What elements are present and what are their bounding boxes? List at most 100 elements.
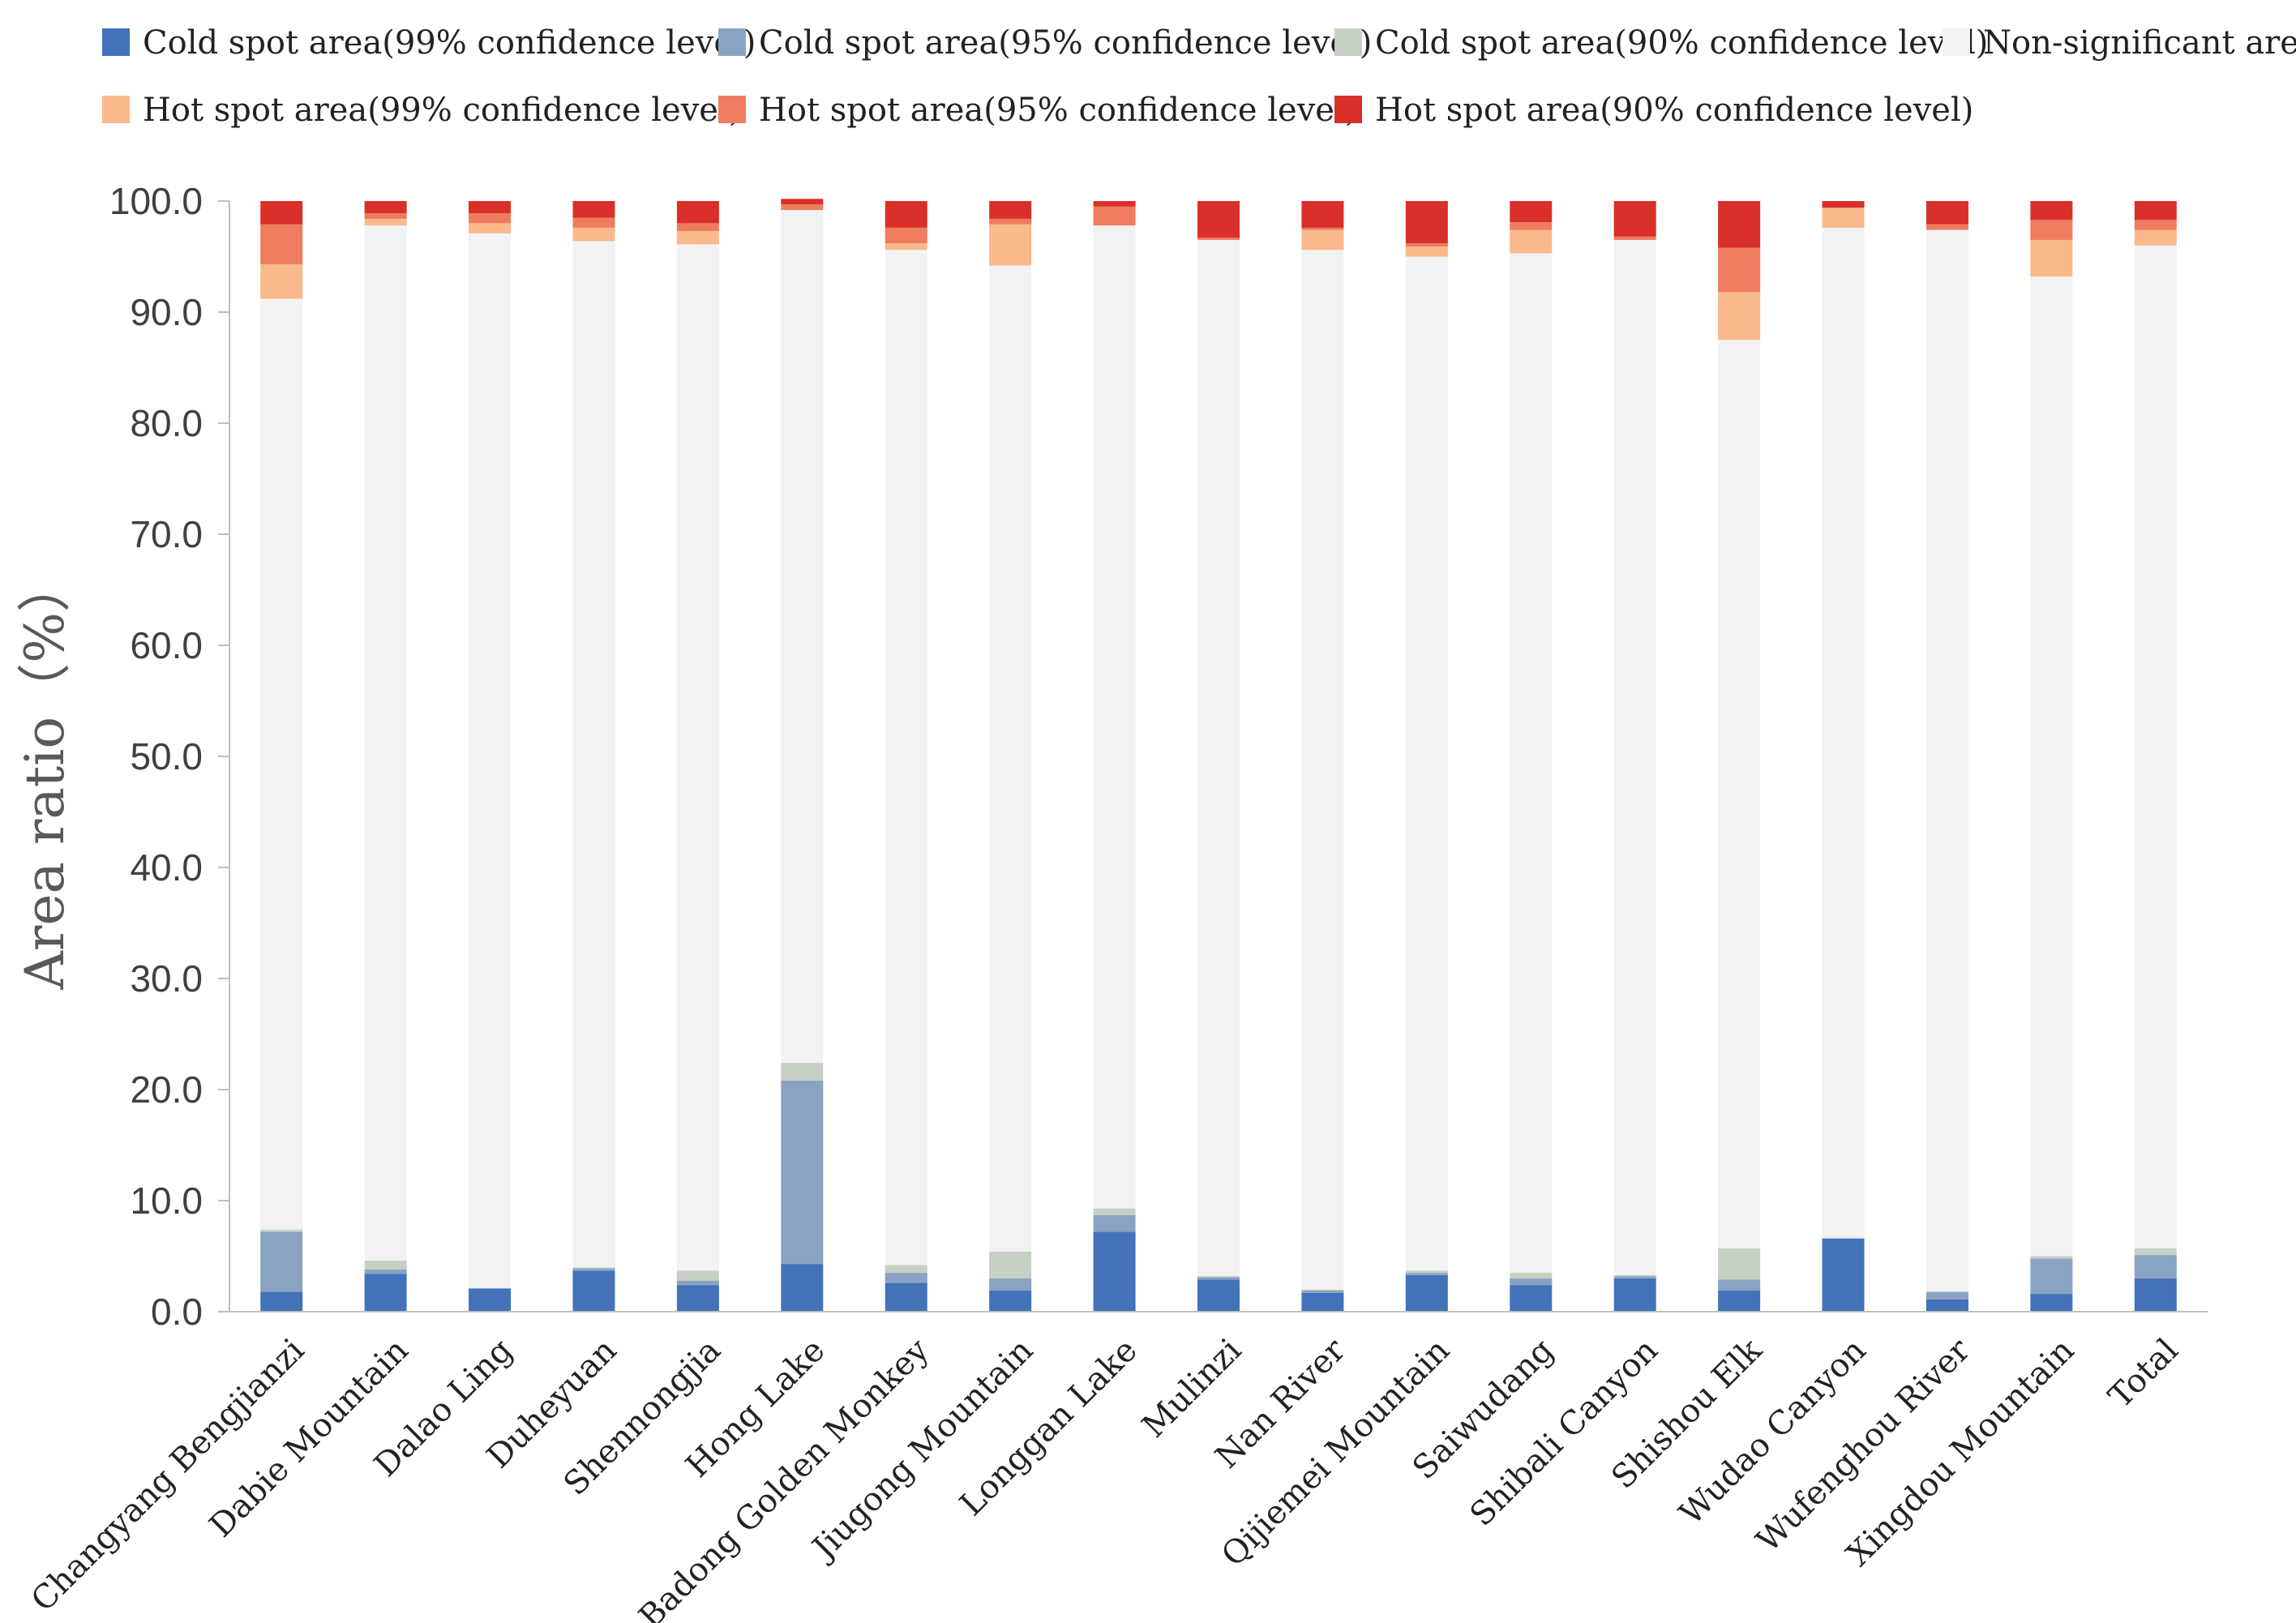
- bar-segment: [989, 1278, 1032, 1291]
- legend-swatch: [1943, 28, 1970, 56]
- bar-segment: [1510, 253, 1553, 1274]
- bar-segment: [1093, 225, 1136, 1209]
- bar-segment: [572, 227, 615, 242]
- bar-segment: [1613, 201, 1656, 237]
- bar-stack: [676, 201, 719, 1312]
- y-tick-label: 50.0: [130, 735, 203, 777]
- bar-segment: [676, 230, 719, 245]
- bar-segment: [469, 233, 512, 1289]
- legend-swatch: [102, 96, 130, 123]
- x-tick-label: Wudao Canyon: [1673, 1332, 1874, 1533]
- y-axis: 0.0 10.0 20.0 30.0 40.0 50.0 60.0 70.0 80.0 90.0 1…: [109, 180, 230, 1333]
- bar-segment: [1822, 1238, 1865, 1312]
- legend: Cold spot area(99% confidence level) Cold…: [102, 24, 2296, 129]
- bar-segment: [260, 224, 303, 265]
- bar-segment: [989, 201, 1032, 219]
- legend-label: Cold spot area(95% confidence level): [759, 24, 1372, 62]
- bar-segment: [781, 1264, 824, 1312]
- bar-segment: [989, 1252, 1032, 1278]
- bar-segment: [676, 201, 719, 224]
- bar-segment: [2030, 1294, 2073, 1312]
- bar-segment: [2134, 220, 2177, 230]
- bar-segment: [1405, 243, 1448, 247]
- bar-segment: [1822, 227, 1865, 1239]
- x-tick-label: Total: [2101, 1332, 2186, 1416]
- bar-segment: [1613, 1278, 1656, 1312]
- bar-segment: [781, 1063, 824, 1081]
- legend-label: Hot spot area(95% confidence level): [759, 92, 1357, 129]
- legend-item: Hot spot area(99% confidence level): [102, 92, 741, 129]
- bar-segment: [1197, 239, 1240, 1277]
- legend-swatch: [1334, 28, 1362, 56]
- bar-segment: [2030, 220, 2073, 240]
- bar-stack: [1301, 201, 1344, 1312]
- bar-segment: [2030, 239, 2073, 277]
- bar-stack: [781, 199, 824, 1312]
- bar-segment: [1405, 1273, 1448, 1275]
- bar-segment: [676, 244, 719, 1271]
- bar-segment: [1925, 229, 1968, 1292]
- bar-stack: [2134, 201, 2177, 1312]
- bar-segment: [676, 223, 719, 231]
- y-tick-label: 0.0: [151, 1291, 203, 1333]
- legend-label: Cold spot area(99% confidence level): [143, 24, 756, 62]
- bar-segment: [1301, 1290, 1344, 1293]
- bar-stack: [1925, 201, 1968, 1312]
- bar-segment: [1510, 1273, 1553, 1278]
- bar-segment: [885, 1273, 927, 1283]
- bar-segment: [1510, 1278, 1553, 1286]
- bar-segment: [1093, 1208, 1136, 1215]
- bar-segment: [781, 199, 824, 205]
- legend-swatch: [718, 96, 746, 123]
- bar-stack: [1613, 201, 1656, 1312]
- bar-segment: [781, 204, 824, 210]
- bar-segment: [260, 1231, 303, 1292]
- bar-segment: [1613, 236, 1656, 240]
- bar-segment: [781, 1081, 824, 1265]
- bar-stack: [364, 201, 407, 1312]
- bar-stack: [989, 201, 1032, 1312]
- bar-segment: [364, 218, 407, 226]
- legend-item: Cold spot area(90% confidence level): [1334, 24, 1988, 62]
- bar-segment: [364, 201, 407, 214]
- y-tick-label: 60.0: [130, 624, 203, 666]
- bar-segment: [1718, 1248, 1761, 1280]
- bar-segment: [1925, 201, 1968, 225]
- bar-segment: [364, 225, 407, 1261]
- legend-label: Non-significant area: [1983, 24, 2296, 62]
- bar-segment: [1197, 1279, 1240, 1312]
- legend-item: Cold spot area(99% confidence level): [102, 24, 756, 62]
- bar-segment: [1301, 227, 1344, 230]
- bar-segment: [469, 1288, 512, 1312]
- bar-segment: [2134, 229, 2177, 246]
- bar-segment: [1093, 1231, 1136, 1312]
- y-tick-label: 100.0: [109, 180, 203, 222]
- bar-segment: [1197, 1277, 1240, 1280]
- bar-segment: [989, 1290, 1032, 1312]
- y-tick-label: 70.0: [130, 513, 203, 555]
- bar-segment: [1510, 229, 1553, 254]
- bar-stack: [2030, 201, 2073, 1312]
- bar-segment: [1925, 224, 1968, 230]
- bar-segment: [885, 1265, 927, 1274]
- bar-segment: [1197, 201, 1240, 238]
- bar-segment: [1925, 1299, 1968, 1312]
- bar-segment: [885, 250, 927, 1265]
- bar-segment: [2134, 201, 2177, 221]
- legend-label: Hot spot area(90% confidence level): [1375, 92, 1973, 129]
- bar-segment: [364, 213, 407, 219]
- bar-segment: [572, 1267, 615, 1269]
- bar-stack: [1093, 201, 1136, 1312]
- bar-segment: [1718, 201, 1761, 248]
- bar-segment: [1301, 229, 1344, 251]
- x-tick-label: Shibali Canyon: [1463, 1332, 1665, 1534]
- bar-segment: [260, 1229, 303, 1232]
- bar-segment: [989, 265, 1032, 1253]
- bar-segment: [781, 209, 824, 1064]
- bar-segment: [260, 298, 303, 1230]
- bar-segment: [2134, 245, 2177, 1248]
- bar-segment: [1718, 1290, 1761, 1312]
- bar-segment: [1613, 1276, 1656, 1278]
- bar-segment: [676, 1270, 719, 1281]
